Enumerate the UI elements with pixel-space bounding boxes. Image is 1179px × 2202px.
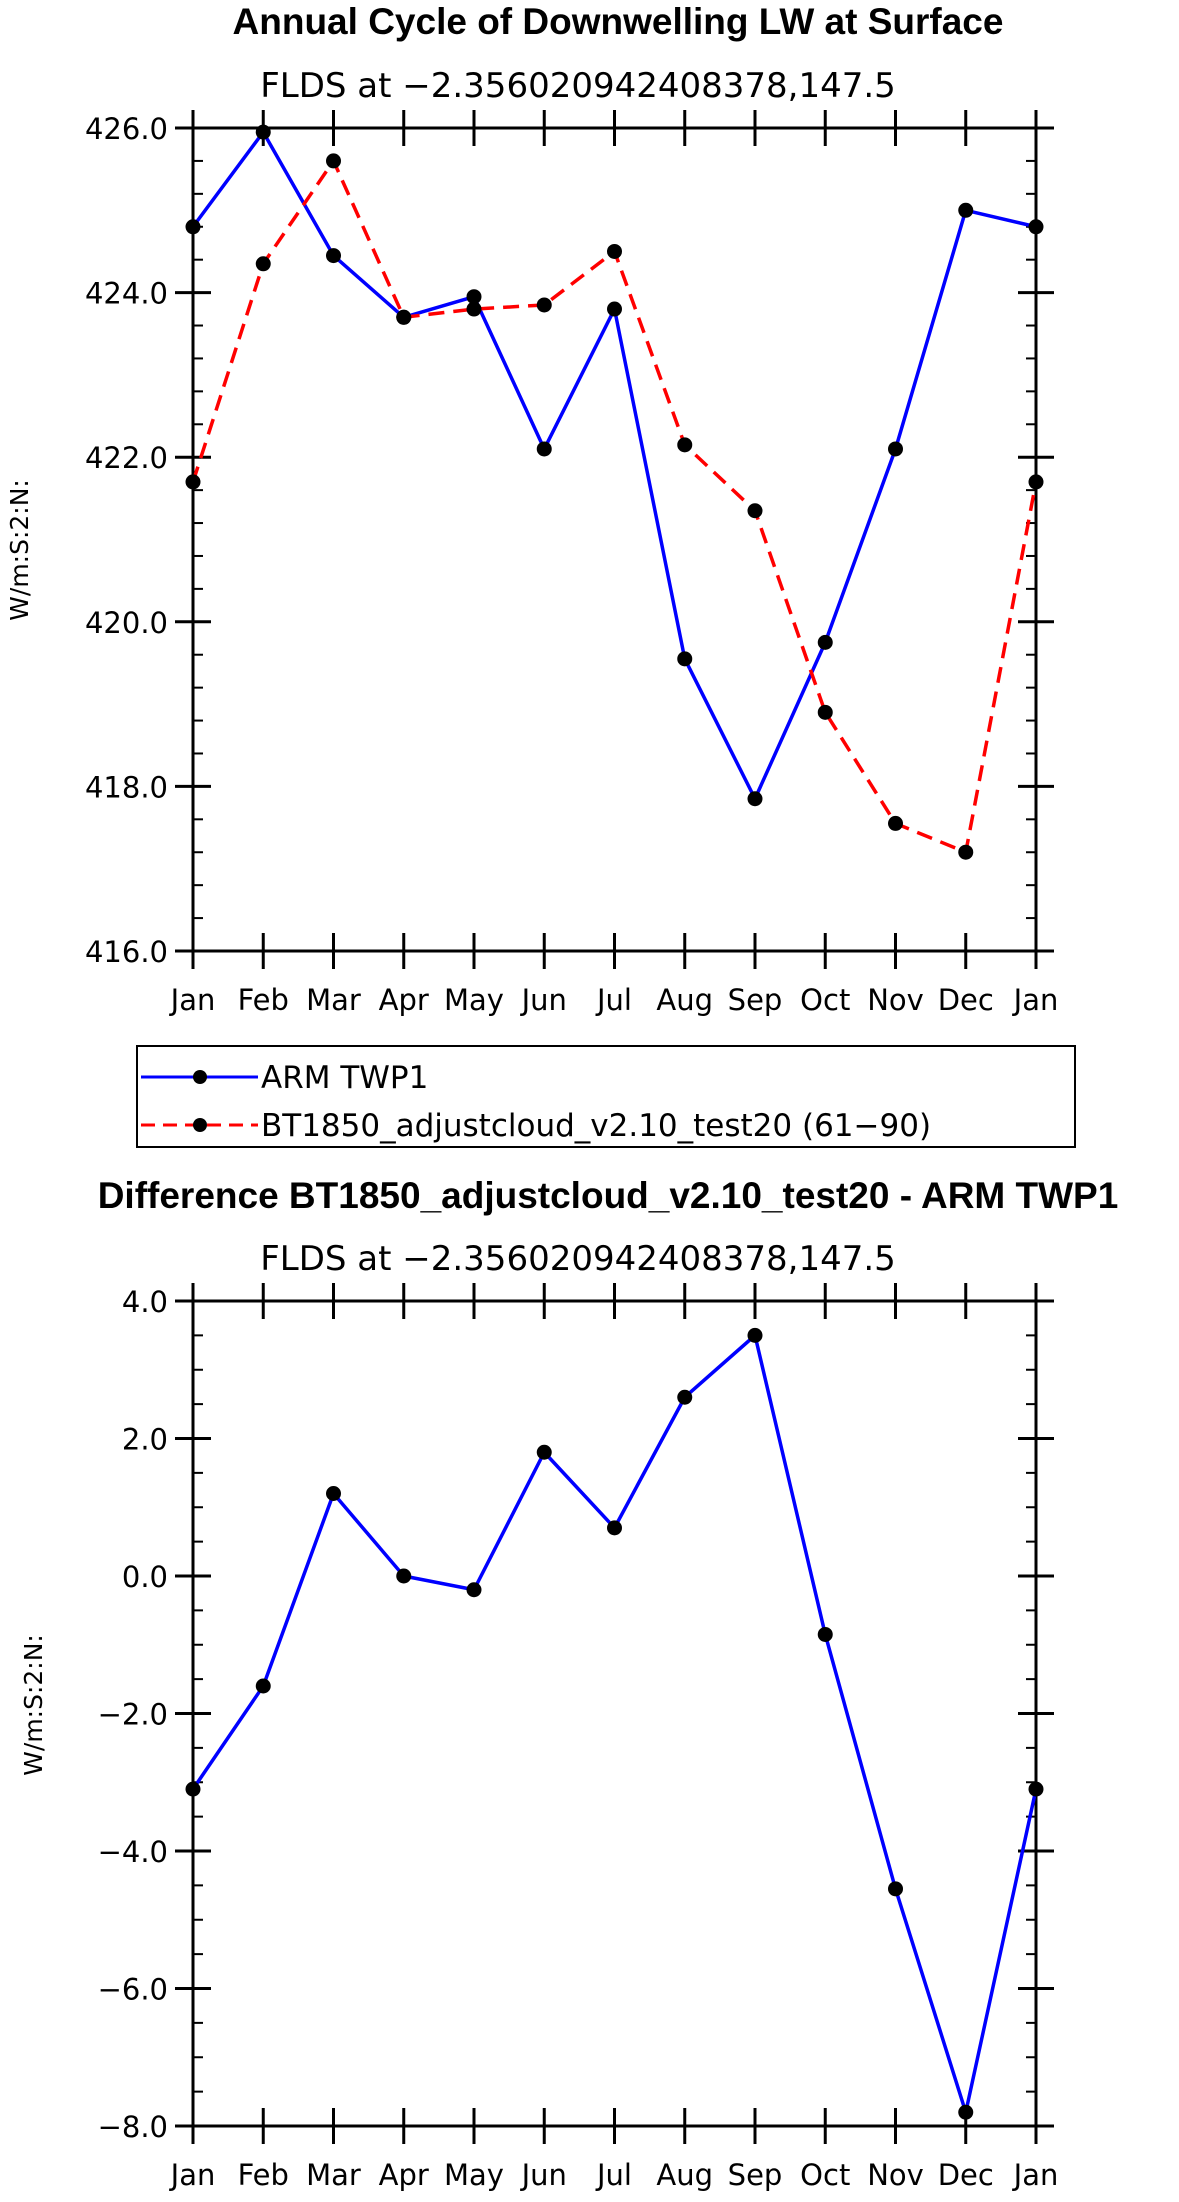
chart2-xtick-label: Nov bbox=[867, 2158, 924, 2192]
chart1-series-0-point bbox=[747, 791, 763, 807]
chart2-xtick-label: Jun bbox=[520, 2158, 567, 2192]
legend-marker-model bbox=[193, 1118, 207, 1132]
chart1-xtick-label: Apr bbox=[379, 983, 429, 1017]
chart1-title: Annual Cycle of Downwelling LW at Surfac… bbox=[233, 1, 1004, 42]
chart2-subtitle: FLDS at −2.356020942408378,147.5 bbox=[260, 1239, 896, 1279]
chart2-ytick-label: −4.0 bbox=[98, 1835, 168, 1869]
chart2-xtick-label: Jul bbox=[595, 2158, 632, 2192]
chart2-series-0-point bbox=[888, 1881, 903, 1897]
chart1-series-1-point bbox=[677, 437, 693, 453]
chart1-xtick-label: Oct bbox=[800, 983, 850, 1017]
chart1-series-0-point bbox=[466, 289, 482, 305]
legend-label-arm: ARM TWP1 bbox=[261, 1060, 428, 1096]
chart1-series-1-point bbox=[466, 301, 482, 317]
chart2-ytick-label: 2.0 bbox=[122, 1423, 168, 1457]
chart1-ytick-label: 426.0 bbox=[85, 112, 168, 146]
chart2-series-0-point bbox=[958, 2104, 974, 2120]
chart1-ytick-label: 416.0 bbox=[85, 935, 168, 969]
chart1-xtick-label: Jan bbox=[169, 983, 216, 1017]
chart1-xtick-label: Mar bbox=[306, 983, 361, 1017]
chart1-series-1-point bbox=[396, 309, 412, 325]
legend-box bbox=[136, 1045, 1076, 1148]
chart1-xtick-label: Jun bbox=[520, 983, 567, 1017]
legend-label-model: BT1850_adjustcloud_v2.10_test20 (61−90) bbox=[261, 1108, 931, 1144]
chart2-xtick-label: Jan bbox=[1012, 2158, 1059, 2192]
chart1-xtick-label: Sep bbox=[728, 983, 783, 1017]
chart1-series-1-point bbox=[958, 844, 974, 860]
chart1-series-1-point bbox=[607, 243, 622, 259]
chart1-xtick-label: Aug bbox=[656, 983, 713, 1017]
chart2-series-0-point bbox=[255, 1678, 271, 1694]
legend-marker-arm bbox=[193, 1070, 207, 1084]
chart1-series-0-point bbox=[888, 441, 903, 457]
chart1-series-1-point bbox=[185, 474, 201, 490]
chart1-series-1-point bbox=[326, 153, 341, 169]
chart2-xtick-label: Oct bbox=[800, 2158, 850, 2192]
chart1-xtick-label: Jan bbox=[1012, 983, 1059, 1017]
chart2-series-0-point bbox=[677, 1389, 693, 1405]
chart1-ytick-label: 424.0 bbox=[85, 277, 168, 311]
chart2-ytick-label: 0.0 bbox=[122, 1560, 168, 1594]
chart1-series-0-point bbox=[536, 441, 552, 457]
chart2-series-0-point bbox=[466, 1582, 482, 1598]
chart2-plot-area: −8.0 −6.0 −4.0 −2.0 0.0 2.0 4.0 Jan Feb Mar Apr May… bbox=[98, 1283, 1059, 2192]
chart1-series-0-point bbox=[1028, 219, 1044, 235]
chart2-series-0-point bbox=[185, 1781, 201, 1797]
chart1-xtick-label: Dec bbox=[938, 983, 994, 1017]
chart2-xtick-label: Dec bbox=[938, 2158, 994, 2192]
chart1-series-0-point bbox=[677, 651, 693, 667]
chart2-xtick-label: Apr bbox=[379, 2158, 429, 2192]
chart1-plot-area: 416.0 418.0 420.0 422.0 424.0 426.0 Jan Feb Mar A… bbox=[85, 110, 1058, 1017]
chart1-series-1-point bbox=[747, 503, 763, 519]
chart2-xtick-label: Sep bbox=[728, 2158, 783, 2192]
chart2-xtick-label: May bbox=[444, 2158, 504, 2192]
chart1-ytick-label: 418.0 bbox=[85, 770, 168, 804]
chart1-series-1-point bbox=[888, 815, 903, 831]
chart1-series-1-point bbox=[817, 704, 833, 720]
chart1-ytick-label: 420.0 bbox=[85, 606, 168, 640]
chart2-series-0-point bbox=[607, 1520, 622, 1536]
chart2-title: Difference BT1850_adjustcloud_v2.10_test… bbox=[98, 1175, 1119, 1216]
chart1-y-axis-label: W/m:S:2:N: bbox=[5, 479, 34, 621]
chart1-series-0-point bbox=[817, 634, 833, 650]
chart1-series-0-point bbox=[185, 219, 201, 235]
chart2-xtick-label: Aug bbox=[656, 2158, 713, 2192]
chart2-ytick-label: −2.0 bbox=[98, 1698, 168, 1732]
chart1-series-0-point bbox=[958, 202, 974, 218]
chart2-series-0-point bbox=[326, 1486, 341, 1501]
chart1-series-0-point bbox=[607, 301, 622, 317]
chart2-xtick-label: Jan bbox=[169, 2158, 216, 2192]
chart2-series-0-point bbox=[747, 1327, 763, 1343]
chart2-y-axis-label: W/m:S:2:N: bbox=[19, 1634, 48, 1776]
chart1-series-1-point bbox=[1028, 474, 1044, 490]
chart2-series-0-point bbox=[396, 1568, 412, 1584]
chart1-xtick-label: Jul bbox=[595, 983, 632, 1017]
chart2-series-0-point bbox=[817, 1626, 833, 1642]
chart1-series-0-point bbox=[326, 248, 341, 264]
chart2-series-line-0 bbox=[191, 1333, 1038, 2114]
chart2-series-0-point bbox=[1028, 1781, 1044, 1797]
chart1-series-line-1 bbox=[191, 159, 1038, 854]
chart1-series-1-point bbox=[255, 256, 271, 272]
chart1-xtick-label: Feb bbox=[238, 983, 289, 1017]
legend: ARM TWP1 BT1850_adjustcloud_v2.10_test20… bbox=[136, 1045, 1076, 1148]
chart2-xtick-label: Feb bbox=[238, 2158, 289, 2192]
chart2-xtick-label: Mar bbox=[306, 2158, 361, 2192]
chart1-xtick-label: Nov bbox=[867, 983, 924, 1017]
chart1-series-0-point bbox=[255, 124, 271, 140]
chart1-xtick-label: May bbox=[444, 983, 504, 1017]
chart2-ytick-label: 4.0 bbox=[122, 1285, 168, 1319]
chart1-ytick-label: 422.0 bbox=[85, 441, 168, 475]
chart1-subtitle: FLDS at −2.356020942408378,147.5 bbox=[260, 66, 896, 106]
chart2-series-0-point bbox=[536, 1444, 552, 1460]
chart1-series-1-point bbox=[536, 297, 552, 313]
chart2-frame bbox=[191, 1299, 1038, 2128]
chart1-series-line-0 bbox=[191, 130, 1037, 801]
chart2-ytick-label: −8.0 bbox=[98, 2110, 168, 2144]
chart2-ytick-label: −6.0 bbox=[98, 1973, 168, 2007]
